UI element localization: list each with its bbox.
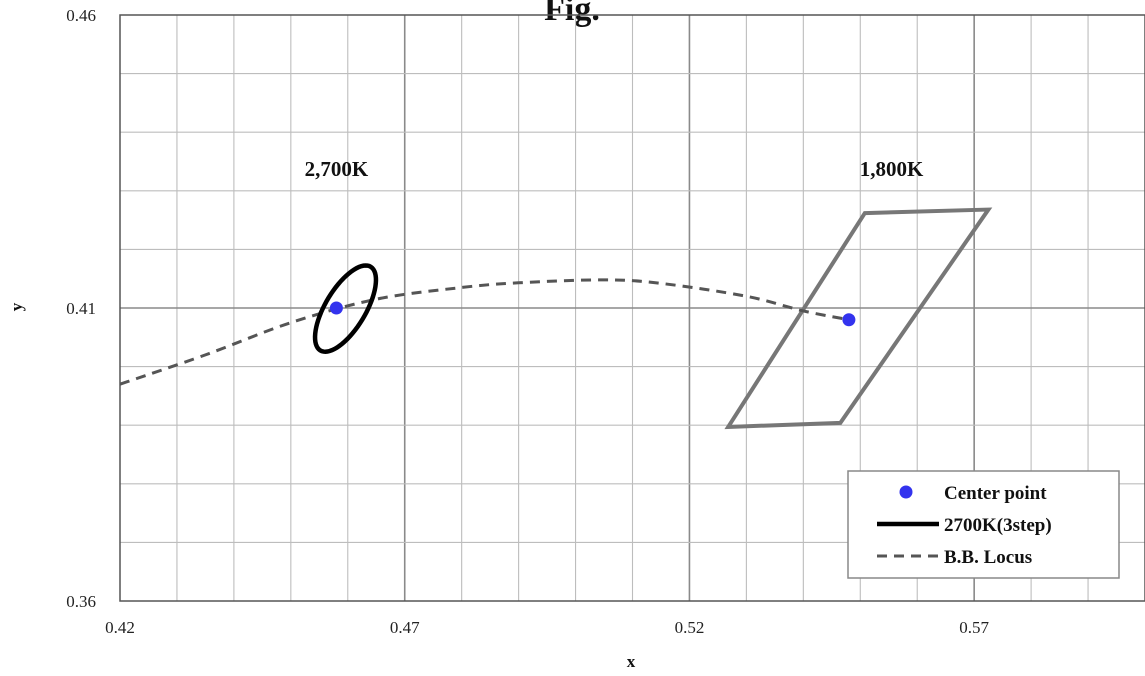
legend-label: Center point [944, 483, 1047, 504]
ellipse-2700k [312, 263, 379, 354]
tick-labels: 0.42 0.47 0.52 0.57 0.36 0.41 0.46 [66, 6, 989, 637]
annotation-label: 1,800K [860, 157, 924, 181]
legend-marker-center-point [899, 485, 913, 499]
chart-title: Fig. [544, 0, 600, 28]
y-axis-label: y [7, 302, 26, 311]
legend-label: 2700K(3step) [944, 515, 1052, 536]
center-point [842, 313, 856, 327]
legend-label: B.B. Locus [944, 547, 1032, 568]
annotation-label: 2,700K [305, 157, 369, 181]
plot-frame [119, 14, 1145, 602]
x-tick-label: 0.42 [105, 618, 135, 637]
y-tick-label: 0.46 [66, 6, 96, 25]
x-tick-label: 0.57 [959, 618, 989, 637]
y-tick-label: 0.36 [66, 592, 96, 611]
y-tick-label: 0.41 [66, 299, 96, 318]
legend: Center point 2700K(3step) B.B. Locus [847, 470, 1120, 579]
quadrangle-1800k [724, 207, 993, 430]
center-point [329, 301, 343, 315]
series-layer [119, 207, 993, 430]
x-tick-label: 0.47 [390, 618, 420, 637]
x-tick-label: 0.52 [675, 618, 705, 637]
x-axis-label: x [627, 652, 636, 671]
bb-locus-line [119, 278, 850, 386]
annotations: 2,700K 1,800K [305, 157, 924, 181]
